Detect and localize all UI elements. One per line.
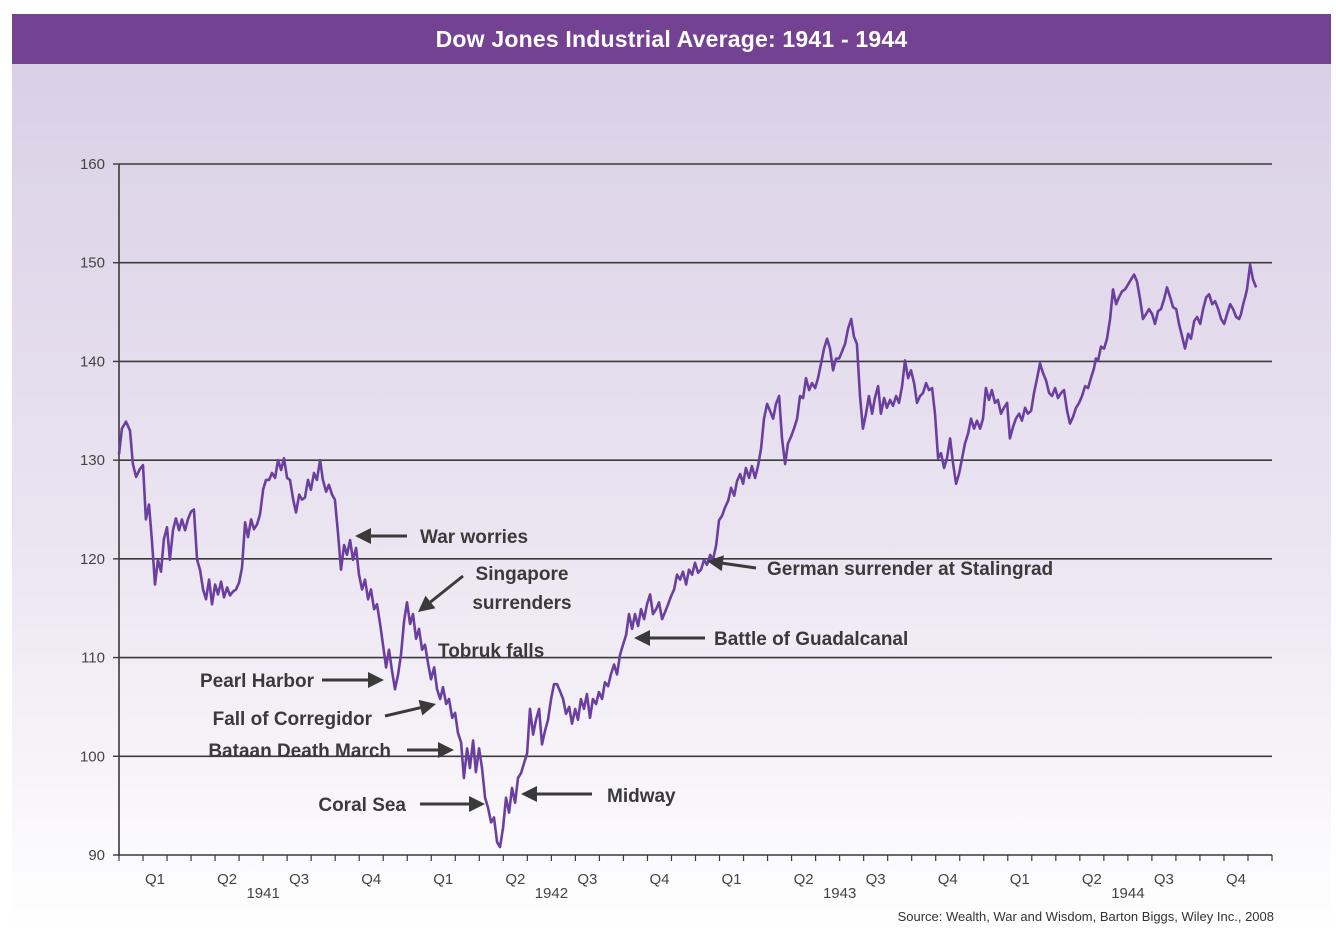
x-quarter-label: Q4	[938, 871, 958, 888]
x-year-label: 1943	[823, 885, 856, 902]
annotations: War worries Singapore surrenders Tobruk fal…	[200, 527, 1053, 816]
x-quarter-label: Q2	[505, 871, 525, 888]
arrow-head-icon	[355, 528, 371, 544]
y-tick-label: 140	[80, 353, 105, 370]
chart-title-bar: Dow Jones Industrial Average: 1941 - 194…	[12, 14, 1331, 64]
x-quarter-label: Q2	[1082, 871, 1102, 888]
x-year-label: 1941	[246, 885, 279, 902]
arrow-head-icon	[418, 699, 436, 716]
annotation-label: Bataan Death March	[208, 741, 391, 762]
x-quarter-label: Q3	[1154, 871, 1174, 888]
annotation-label: surrenders	[472, 593, 571, 614]
annotation-arrow	[420, 796, 485, 812]
x-year-label: 1944	[1111, 885, 1144, 902]
series-layer	[117, 263, 1258, 849]
series-line-djia	[117, 263, 1258, 849]
annotation-arrow	[707, 555, 757, 572]
x-quarter-label: Q4	[361, 871, 381, 888]
arrow-shaft	[384, 706, 421, 718]
annotation-arrow	[407, 742, 454, 758]
x-year-label: 1942	[535, 885, 568, 902]
y-tick-label: 150	[80, 255, 105, 272]
annotation-label: Pearl Harbor	[200, 671, 315, 692]
annotation-label: Battle of Guadalcanal	[714, 629, 908, 650]
x-quarter-label: Q4	[649, 871, 669, 888]
x-quarter-label: Q2	[794, 871, 814, 888]
x-quarter-label: Q2	[217, 871, 237, 888]
arrow-head-icon	[521, 786, 537, 802]
annotation-arrow	[384, 699, 436, 718]
arrow-shaft	[722, 561, 757, 570]
chart-panel	[12, 64, 1331, 934]
arrow-shaft	[429, 574, 464, 604]
y-tick-label: 100	[80, 748, 105, 765]
annotation-label: Fall of Corregidor	[213, 709, 373, 730]
annotation-arrow	[634, 630, 705, 646]
x-quarter-label: Q1	[722, 871, 742, 888]
y-tick-label: 130	[80, 452, 105, 469]
annotation-arrow	[521, 786, 592, 802]
x-quarter-label: Q1	[145, 871, 165, 888]
arrow-head-icon	[438, 742, 454, 758]
y-tick-label: 120	[80, 551, 105, 568]
x-quarter-label: Q3	[866, 871, 886, 888]
y-tick-label: 160	[80, 156, 105, 173]
chart-title: Dow Jones Industrial Average: 1941 - 194…	[435, 25, 908, 52]
arrow-head-icon	[707, 555, 724, 572]
annotation-label: War worries	[420, 527, 528, 548]
source-note: Source: Wealth, War and Wisdom, Barton B…	[898, 909, 1274, 924]
annotation-label: Tobruk falls	[438, 641, 544, 662]
gridlines	[119, 163, 1272, 758]
annotation-arrow	[355, 528, 407, 544]
x-quarter-label: Q1	[433, 871, 453, 888]
annotation-label: Coral Sea	[318, 795, 406, 816]
x-quarter-label: Q4	[1226, 871, 1246, 888]
annotation-arrow	[418, 574, 464, 612]
arrow-head-icon	[368, 672, 384, 688]
annotation-label: Midway	[607, 786, 676, 807]
x-quarter-label: Q3	[577, 871, 597, 888]
arrow-head-icon	[418, 595, 436, 612]
axes: 90 100 110 120 130 140 150 160 Q1 Q2 Q3 Q4 Q1 Q2 Q3 Q4 Q…	[80, 156, 1273, 902]
arrow-head-icon	[469, 796, 485, 812]
annotation-arrow	[322, 672, 384, 688]
x-quarter-label: Q3	[289, 871, 309, 888]
annotation-label: German surrender at Stalingrad	[767, 559, 1053, 580]
arrow-head-icon	[634, 630, 650, 646]
x-quarter-label: Q1	[1010, 871, 1030, 888]
y-tick-label: 90	[88, 847, 105, 864]
annotation-label: Singapore	[476, 564, 569, 585]
y-tick-label: 110	[81, 650, 105, 667]
